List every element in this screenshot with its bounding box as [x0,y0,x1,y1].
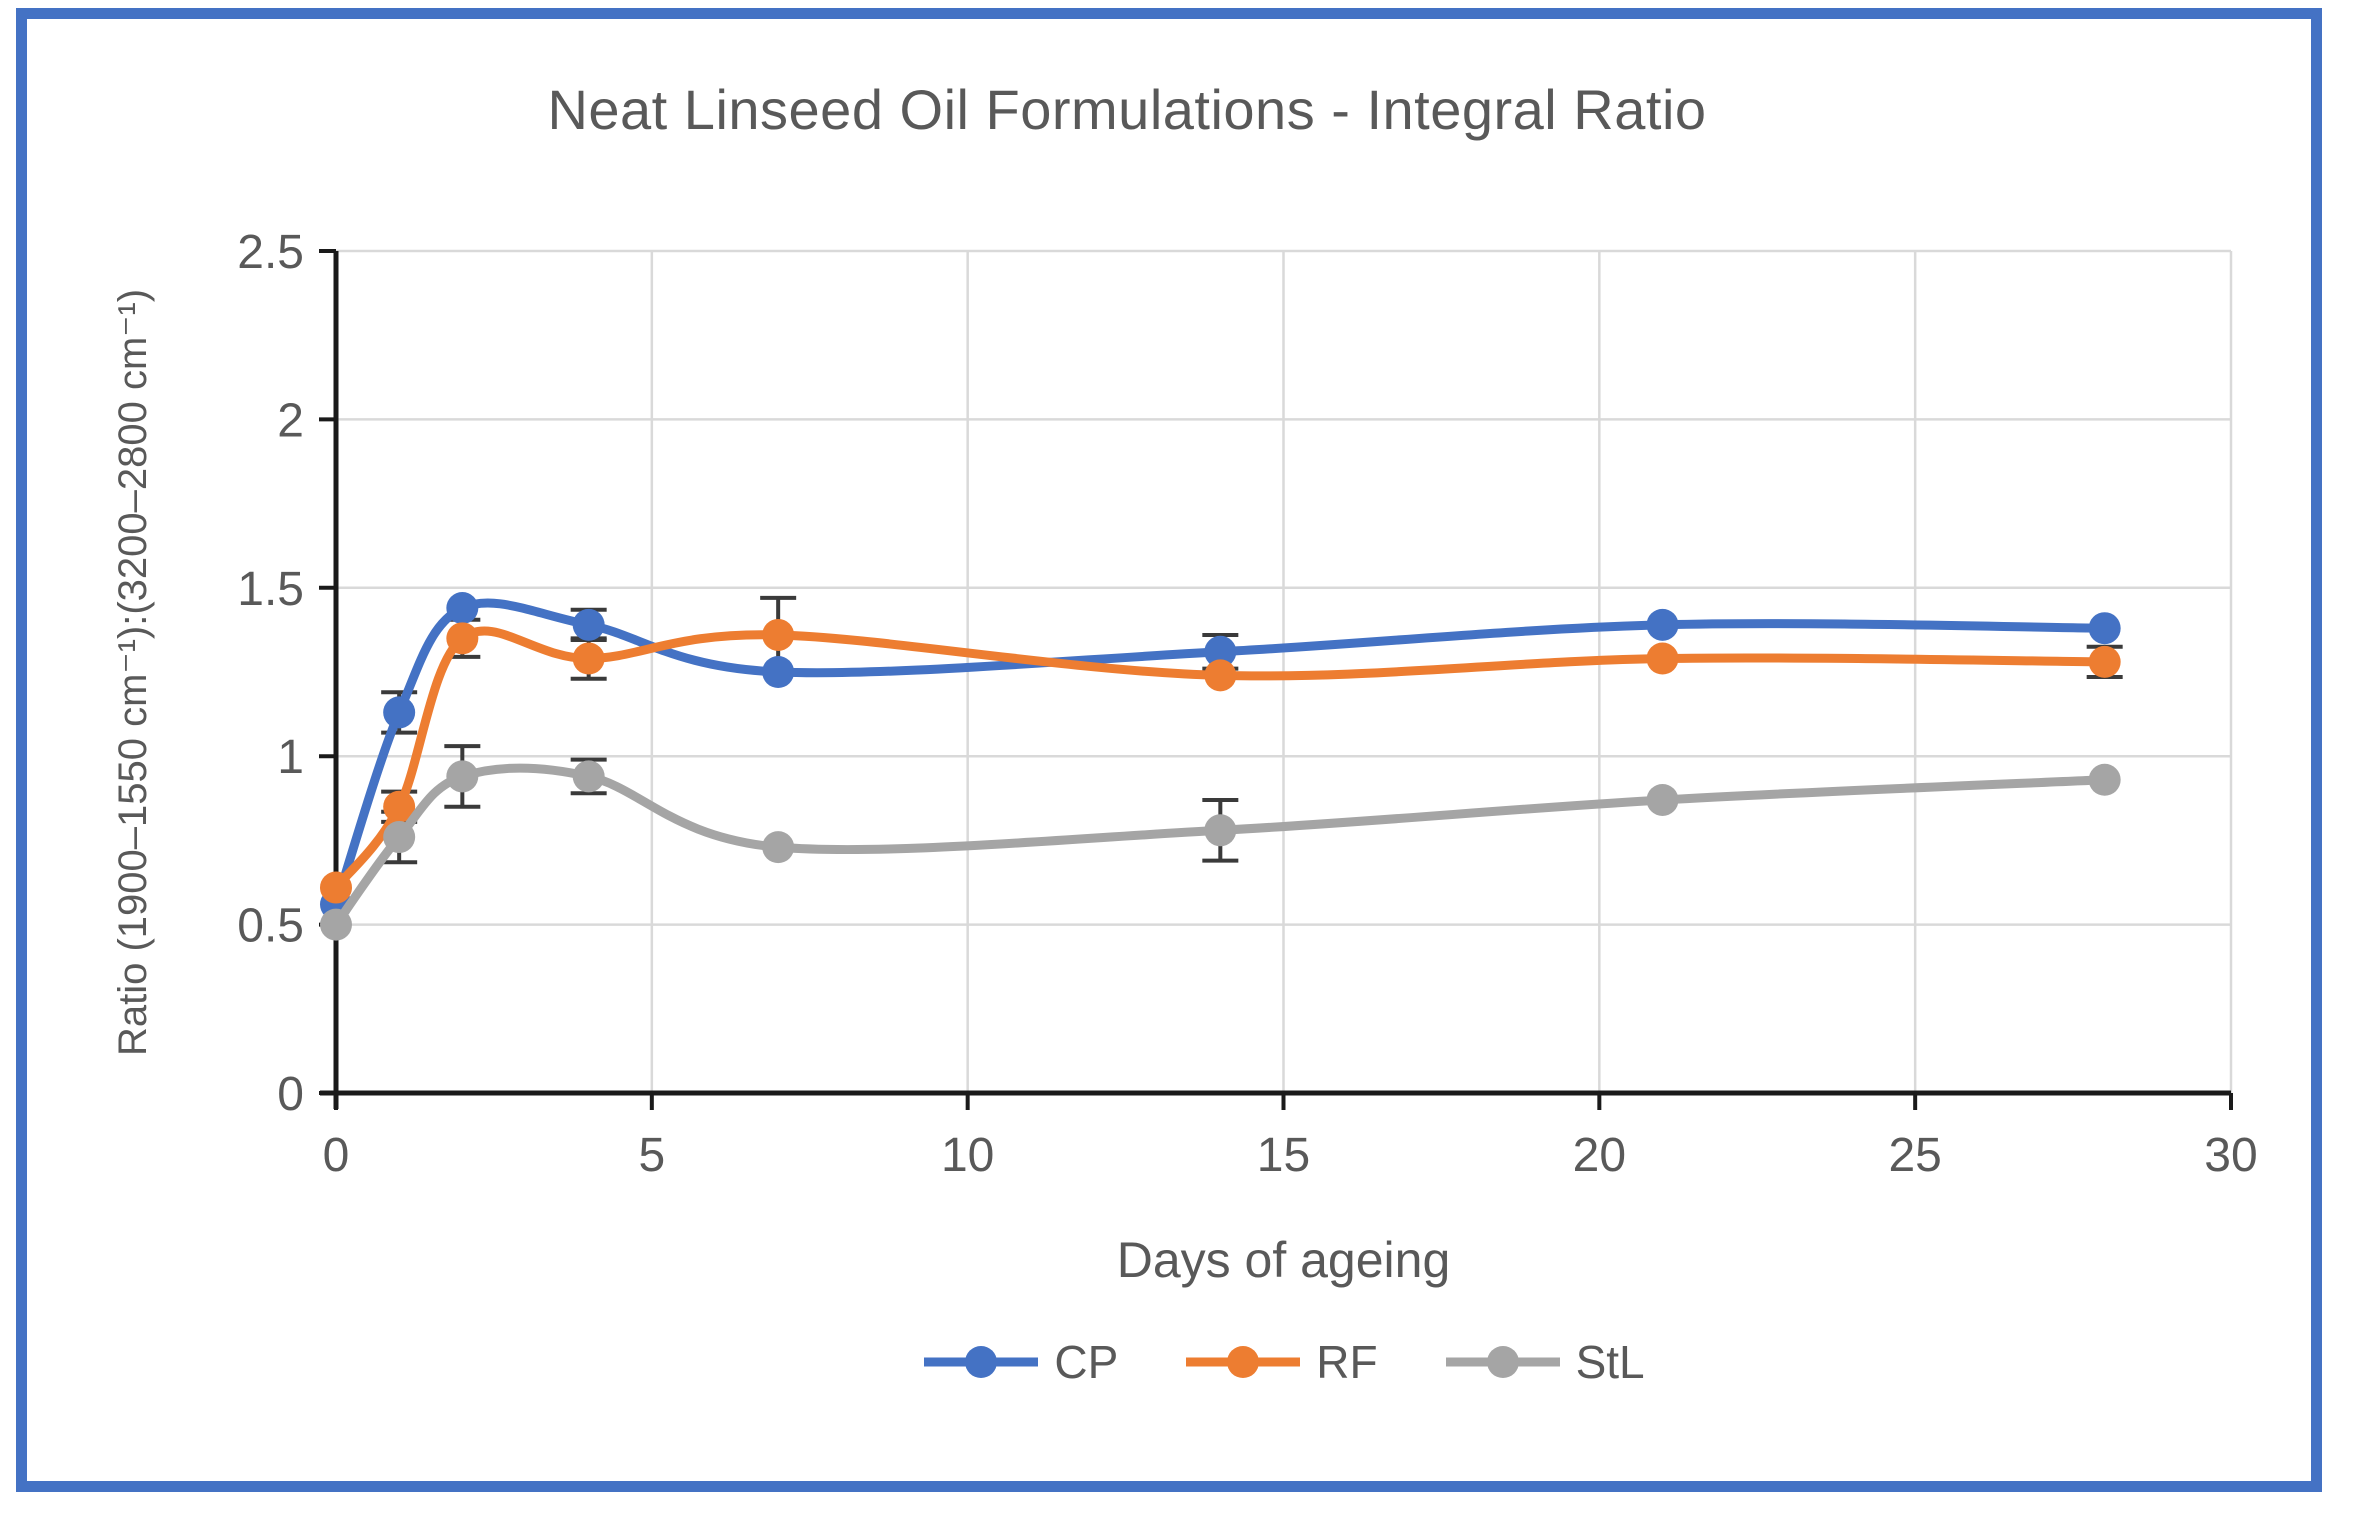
series-marker-StL [446,760,479,793]
legend-label: CP [1054,1336,1119,1388]
legend-item-CP: CP [922,1335,1118,1389]
series-marker-CP [2088,612,2121,645]
series-marker-RF [446,622,479,655]
series-marker-RF [1204,659,1237,692]
legend-item-RF: RF [1184,1335,1378,1389]
legend-label: RF [1316,1336,1378,1388]
series-marker-StL [1204,814,1237,847]
series-line-RF [331,626,2110,893]
series-marker-StL [320,908,352,941]
y-tick-label: 1.5 [237,563,304,616]
series-marker-RF [762,618,795,651]
x-tick-label: 10 [941,1129,994,1182]
y-tick-label: 0 [277,1068,304,1121]
legend: CP RF StL [336,1335,2231,1389]
series-marker-StL [762,831,795,864]
legend-swatch-icon [924,1346,1039,1378]
chart-plot-area: 0 5 10 15 20 25 30 0 0.5 1 1.5 2 2.5 [237,226,2257,1182]
series-marker-CP [1204,635,1237,668]
x-tick-label: 0 [323,1129,350,1182]
series-marker-CP [572,608,605,641]
series-marker-CP [1646,608,1679,641]
series-marker-RF [1646,642,1679,675]
x-tick-label: 20 [1573,1129,1626,1182]
legend-swatch-icon [1186,1346,1301,1378]
chart-title: Neat Linseed Oil Formulations - Integral… [547,78,1707,141]
series-marker-CP [762,656,795,688]
legend-label: StL [1575,1336,1645,1388]
x-tick-label: 30 [2204,1129,2257,1182]
y-axis-title: Ratio (1900–1550 cm⁻¹):(3200–2800 cm⁻¹) [111,288,155,1056]
x-tick-label: 5 [638,1129,665,1182]
y-tick-label: 2 [277,394,304,447]
y-tick-label: 1 [277,731,304,784]
series-marker-RF [2088,645,2121,678]
y-tick-label: 2.5 [237,226,304,279]
series-line-StL [331,763,2110,930]
series-marker-RF [320,871,352,904]
series-marker-CP [446,592,479,625]
series-marker-CP [383,696,416,729]
series-marker-RF [572,642,605,675]
x-axis-title: Days of ageing [1116,1232,1451,1288]
series-marker-StL [572,760,605,793]
y-tick-label: 0.5 [237,900,304,953]
series-marker-StL [383,821,416,854]
series-marker-StL [1646,783,1679,816]
x-tick-label: 25 [1888,1129,1941,1182]
series-marker-RF [383,790,416,823]
legend-swatch-icon [1445,1346,1560,1378]
series-marker-StL [2088,763,2121,796]
x-tick-label: 15 [1257,1129,1310,1182]
legend-item-StL: StL [1444,1335,1645,1389]
chart-frame[interactable]: Neat Linseed Oil Formulations - Integral… [16,8,2322,1492]
